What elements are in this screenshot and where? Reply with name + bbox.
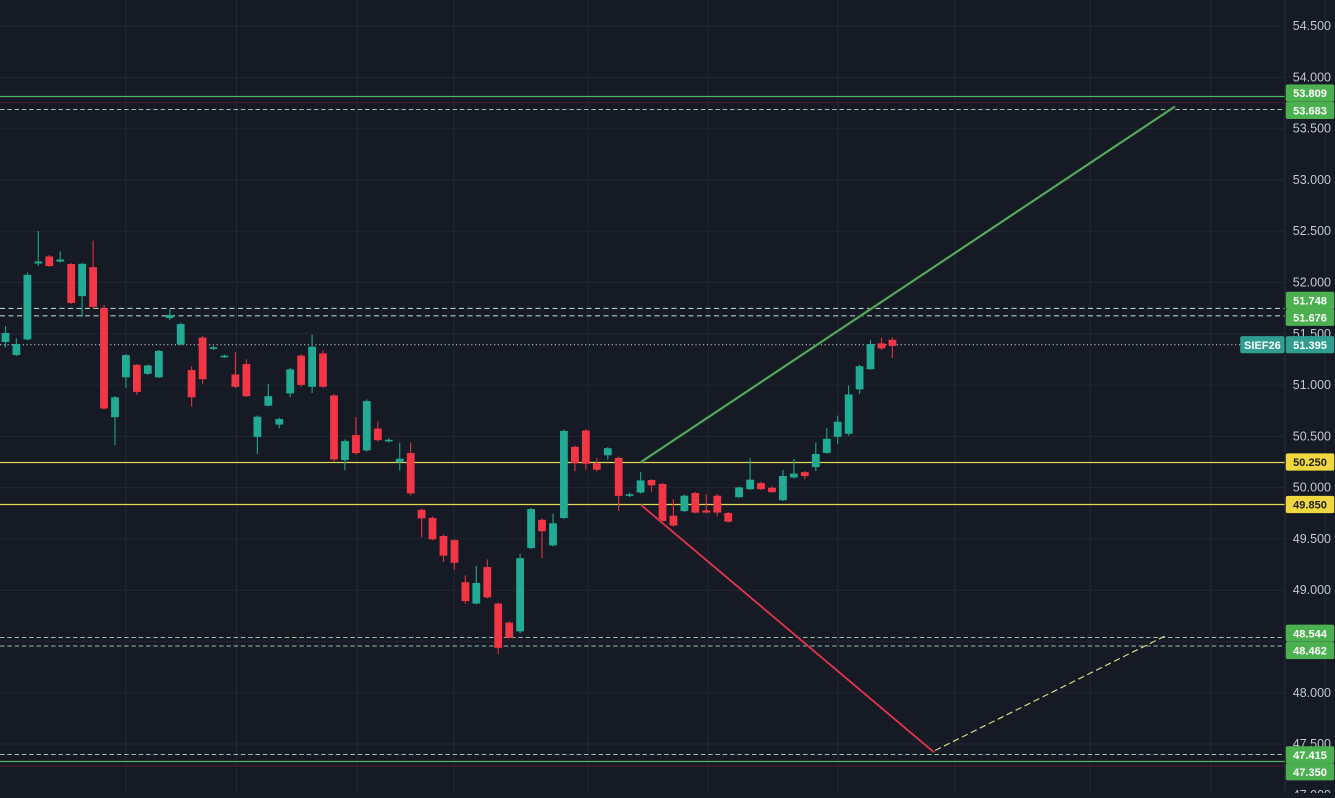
svg-text:50.000: 50.000 [1293,481,1331,495]
svg-text:53.500: 53.500 [1293,122,1331,136]
svg-text:48.462: 48.462 [1293,646,1327,658]
svg-text:50.500: 50.500 [1293,429,1331,443]
svg-text:51.676: 51.676 [1293,312,1327,324]
svg-text:51.395: 51.395 [1293,340,1327,352]
svg-text:49.500: 49.500 [1293,532,1331,546]
svg-text:SIEF26: SIEF26 [1244,340,1281,352]
svg-text:52.500: 52.500 [1293,224,1331,238]
svg-text:54.500: 54.500 [1293,19,1331,33]
svg-text:51.000: 51.000 [1293,378,1331,392]
svg-text:53.809: 53.809 [1293,88,1327,100]
svg-text:49.850: 49.850 [1293,500,1327,512]
svg-text:48.000: 48.000 [1293,686,1331,700]
svg-text:53.683: 53.683 [1293,106,1327,118]
svg-text:54.000: 54.000 [1293,70,1331,84]
svg-text:50.250: 50.250 [1293,457,1327,469]
svg-text:48.544: 48.544 [1293,628,1328,640]
svg-text:47.000: 47.000 [1293,788,1331,793]
svg-text:47.415: 47.415 [1293,750,1327,762]
svg-text:53.000: 53.000 [1293,173,1331,187]
svg-text:49.000: 49.000 [1293,583,1331,597]
svg-text:51.748: 51.748 [1293,296,1327,308]
svg-text:47.350: 47.350 [1293,767,1327,779]
svg-text:52.000: 52.000 [1293,276,1331,290]
